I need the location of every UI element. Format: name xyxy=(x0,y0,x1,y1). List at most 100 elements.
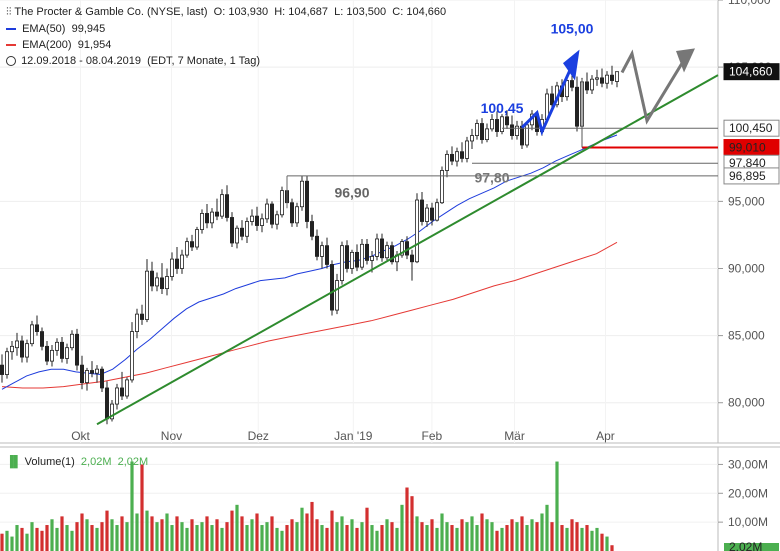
vol-tick-label: 10,00M xyxy=(728,515,768,529)
candle-body xyxy=(229,217,234,244)
candle-body xyxy=(444,153,449,171)
candle-body xyxy=(464,140,469,159)
volume-bar xyxy=(405,487,409,551)
candle-body xyxy=(489,119,494,130)
ema200-legend[interactable]: EMA(200) 91,954 xyxy=(6,39,111,51)
volume-bar xyxy=(290,519,294,551)
volume-bar xyxy=(255,513,259,551)
volume-bar xyxy=(375,530,379,551)
xtick-label: Jan '19 xyxy=(334,429,373,443)
candle-body xyxy=(209,211,214,224)
candle-body xyxy=(120,387,125,397)
candle-body xyxy=(329,264,334,311)
volume-legend[interactable]: ▐▌ Volume(1) 2,02M 2,02M xyxy=(6,456,148,468)
candle-body xyxy=(139,313,144,320)
candle-body xyxy=(269,203,274,225)
volume-bar xyxy=(160,519,164,551)
candle-body xyxy=(249,215,254,222)
date-range-label: 12.09.2018 - 08.04.2019 xyxy=(21,55,141,67)
volume-tag-label: 2,02M xyxy=(729,540,762,551)
volume-bar xyxy=(260,525,264,551)
candle-body xyxy=(585,81,590,91)
ema50-label: EMA(50) xyxy=(22,23,66,35)
volume-bar xyxy=(175,516,179,551)
volume-bar xyxy=(485,519,489,551)
candle-body xyxy=(40,331,45,347)
volume-bar xyxy=(40,530,44,551)
volume-bar xyxy=(440,513,444,551)
volume-bar xyxy=(110,519,114,551)
ema50-legend[interactable]: EMA(50) 99,945 xyxy=(6,23,105,35)
candle-body xyxy=(499,116,504,132)
volume-bar xyxy=(125,522,129,551)
volume-tag xyxy=(724,543,779,551)
volume-bar xyxy=(245,525,249,551)
volume-bar xyxy=(530,519,534,551)
volume-bar xyxy=(415,516,419,551)
volume-bar xyxy=(120,516,124,551)
candle-body xyxy=(469,135,474,142)
price-tag-last xyxy=(723,63,780,81)
candle-body xyxy=(429,207,434,221)
volume-bar xyxy=(545,504,549,551)
volume-bar xyxy=(310,501,314,551)
volume-bar xyxy=(65,525,69,551)
candle-body xyxy=(9,345,14,353)
ytick-label: 110,000 xyxy=(728,0,771,7)
candle-body xyxy=(100,368,105,389)
volume-bar xyxy=(90,525,94,551)
candle-body xyxy=(304,180,309,222)
clock-icon xyxy=(6,56,16,67)
candle-body xyxy=(60,341,65,359)
candle-body xyxy=(110,403,115,420)
volume-bar xyxy=(330,510,334,551)
volume-bar xyxy=(595,527,599,551)
candle-body xyxy=(159,277,164,290)
volume-bar xyxy=(100,522,104,551)
volume-bar xyxy=(195,525,199,551)
candle-body xyxy=(189,241,194,248)
volume-bar xyxy=(345,525,349,551)
volume-bar xyxy=(455,527,459,551)
volume-label: Volume(1) xyxy=(24,456,75,468)
volume-bar xyxy=(220,527,224,551)
candle-body xyxy=(5,351,10,375)
volume-bar xyxy=(470,516,474,551)
candle-body xyxy=(274,214,279,225)
candle-body xyxy=(509,124,514,136)
volume-bar xyxy=(555,461,559,551)
candle-body xyxy=(590,78,595,91)
candle-body xyxy=(324,245,329,265)
candle-body xyxy=(35,324,40,332)
candle-body xyxy=(570,80,575,88)
volume-bar xyxy=(240,516,244,551)
blue-arrow-path xyxy=(520,65,574,136)
high-value: H: 104,687 xyxy=(274,6,329,18)
volume-bar xyxy=(365,507,369,551)
candle-body xyxy=(70,333,75,349)
candle-body xyxy=(595,77,600,80)
volume-bar xyxy=(385,519,389,551)
volume-bar xyxy=(275,527,279,551)
volume-bar xyxy=(370,525,374,551)
volume-bar xyxy=(20,527,24,551)
gray-arrow-head xyxy=(676,48,695,73)
xtick-label: Okt xyxy=(71,429,90,443)
price-tag-label-last: 104,660 xyxy=(729,65,773,79)
price-tag-lvl1 xyxy=(723,119,780,137)
candle-body xyxy=(309,221,314,237)
volume-bar xyxy=(180,522,184,551)
candle-body xyxy=(479,123,484,141)
candle-body xyxy=(129,331,134,381)
volume-bar xyxy=(250,519,254,551)
volume-bar xyxy=(510,519,514,551)
candle-body xyxy=(134,313,139,332)
candle-body xyxy=(409,254,414,263)
candle-body xyxy=(384,245,389,259)
ytick-label: 80,000 xyxy=(728,396,765,410)
volume-bar xyxy=(580,527,584,551)
chart-header: ⫶⫶ The Procter & Gamble Co. (NYSE, last)… xyxy=(6,6,446,19)
date-range-detail: (EDT, 7 Monate, 1 Tag) xyxy=(147,55,260,67)
volume-bar xyxy=(600,533,604,551)
